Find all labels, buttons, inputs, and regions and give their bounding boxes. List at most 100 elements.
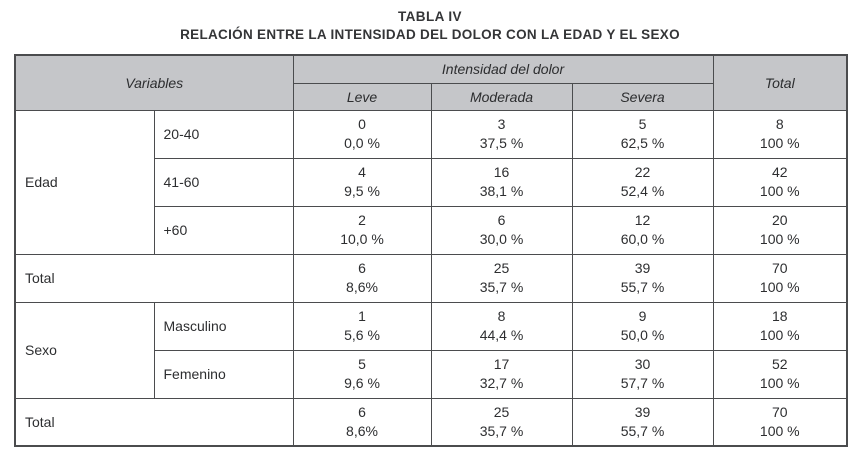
table-row: Sexo Masculino 1 5,6 % 8 44,4 % 9 50,0 %… [14,301,848,399]
percent-value: 50,0 % [620,327,665,343]
header-variables: Variables [14,54,294,111]
table-caption: TABLA IV RELACIÓN ENTRE LA INTENSIDAD DE… [0,0,860,42]
value-cell: 8 44,4 % [430,301,573,351]
value-cell: 39 55,7 % [571,253,714,303]
count-value: 3 [497,116,506,132]
percent-value: 10,0 % [340,231,384,247]
count-value: 8 [775,116,784,132]
percent-value: 44,4 % [479,327,524,343]
percent-value: 100 % [759,375,800,391]
table-row: Femenino 5 9,6 % 17 32,7 % 30 57,7 % 52 … [15,349,848,399]
count-value: 70 [771,260,788,276]
value-cell: 6 8,6% [292,253,432,303]
total-row-label: Total [14,397,294,447]
value-cell: 2 10,0 % [292,205,432,255]
header-total: Total [712,54,848,111]
percent-value: 55,7 % [620,279,665,295]
percent-value: 32,7 % [479,375,524,391]
page-title: TABLA IV [398,9,462,24]
data-table: Variables Intensidad del dolor Total Lev… [14,54,849,447]
value-cell: 18 100 % [712,301,848,351]
value-cell: 20 100 % [712,205,848,255]
value-cell: 3 37,5 % [430,109,573,159]
total-row-label: Total [14,253,294,303]
value-cell: 70 100 % [712,253,848,303]
count-value: 5 [638,116,647,132]
value-cell: 25 35,7 % [430,397,573,447]
percent-value: 52,4 % [620,183,665,199]
percent-value: 57,7 % [620,375,665,391]
header-severa: Severa [571,82,714,111]
value-cell: 0 0,0 % [292,109,432,159]
value-cell: 16 38,1 % [430,157,573,207]
count-value: 30 [634,356,651,372]
table-row-total-edad: Total 6 8,6% 25 35,7 % 39 55,7 % 70 100 … [14,253,848,303]
percent-value: 37,5 % [479,135,524,151]
value-cell: 1 5,6 % [292,301,432,351]
page-subtitle: RELACIÓN ENTRE LA INTENSIDAD DEL DOLOR C… [180,27,680,42]
row-label: Femenino [153,349,294,399]
group-label-sexo: Sexo [14,301,155,399]
header-leve: Leve [292,82,432,111]
percent-value: 62,5 % [620,135,665,151]
header-moderada: Moderada [430,82,573,111]
value-cell: 8 100 % [712,109,848,159]
count-value: 17 [493,356,510,372]
percent-value: 30,0 % [479,231,524,247]
count-value: 5 [358,356,366,372]
count-value: 25 [493,260,510,276]
value-cell: 6 8,6% [292,397,432,447]
count-value: 18 [771,308,788,324]
count-value: 6 [358,403,366,420]
row-label: 20-40 [153,109,294,159]
count-value: 6 [358,260,366,276]
percent-value: 8,6% [346,279,378,295]
value-cell: 12 60,0 % [571,205,714,255]
count-value: 20 [771,212,788,228]
value-cell: 22 52,4 % [571,157,714,207]
row-label: Masculino [153,301,294,351]
count-value: 6 [497,212,506,228]
value-cell: 4 9,5 % [292,157,432,207]
percent-value: 35,7 % [479,422,524,439]
count-value: 39 [634,260,651,276]
count-value: 42 [771,164,788,180]
count-value: 12 [634,212,651,228]
group-label-edad: Edad [14,109,155,255]
percent-value: 100 % [759,135,800,151]
count-value: 1 [358,308,366,324]
count-value: 70 [771,403,788,420]
percent-value: 100 % [759,183,800,199]
value-cell: 6 30,0 % [430,205,573,255]
count-value: 25 [493,403,510,420]
percent-value: 0,0 % [344,135,380,151]
value-cell: 25 35,7 % [430,253,573,303]
percent-value: 60,0 % [620,231,665,247]
count-value: 16 [493,164,510,180]
count-value: 52 [771,356,788,372]
percent-value: 9,6 % [344,375,380,391]
percent-value: 5,6 % [344,327,380,343]
percent-value: 38,1 % [479,183,524,199]
count-value: 39 [634,403,651,420]
percent-value: 9,5 % [344,183,380,199]
value-cell: 5 62,5 % [571,109,714,159]
value-cell: 42 100 % [712,157,848,207]
value-cell: 17 32,7 % [430,349,573,399]
table-row: +60 2 10,0 % 6 30,0 % 12 60,0 % 20 100 % [15,205,848,255]
value-cell: 39 55,7 % [571,397,714,447]
percent-value: 100 % [759,327,800,343]
header-intensity-group: Intensidad del dolor [292,54,714,84]
percent-value: 100 % [759,279,800,295]
count-value: 4 [358,164,366,180]
percent-value: 100 % [759,231,800,247]
percent-value: 8,6% [346,422,378,439]
count-value: 22 [634,164,651,180]
row-label: 41-60 [153,157,294,207]
count-value: 9 [638,308,647,324]
value-cell: 5 9,6 % [292,349,432,399]
count-value: 8 [497,308,506,324]
percent-value: 100 % [759,422,800,439]
row-label: +60 [153,205,294,255]
percent-value: 55,7 % [620,422,665,439]
